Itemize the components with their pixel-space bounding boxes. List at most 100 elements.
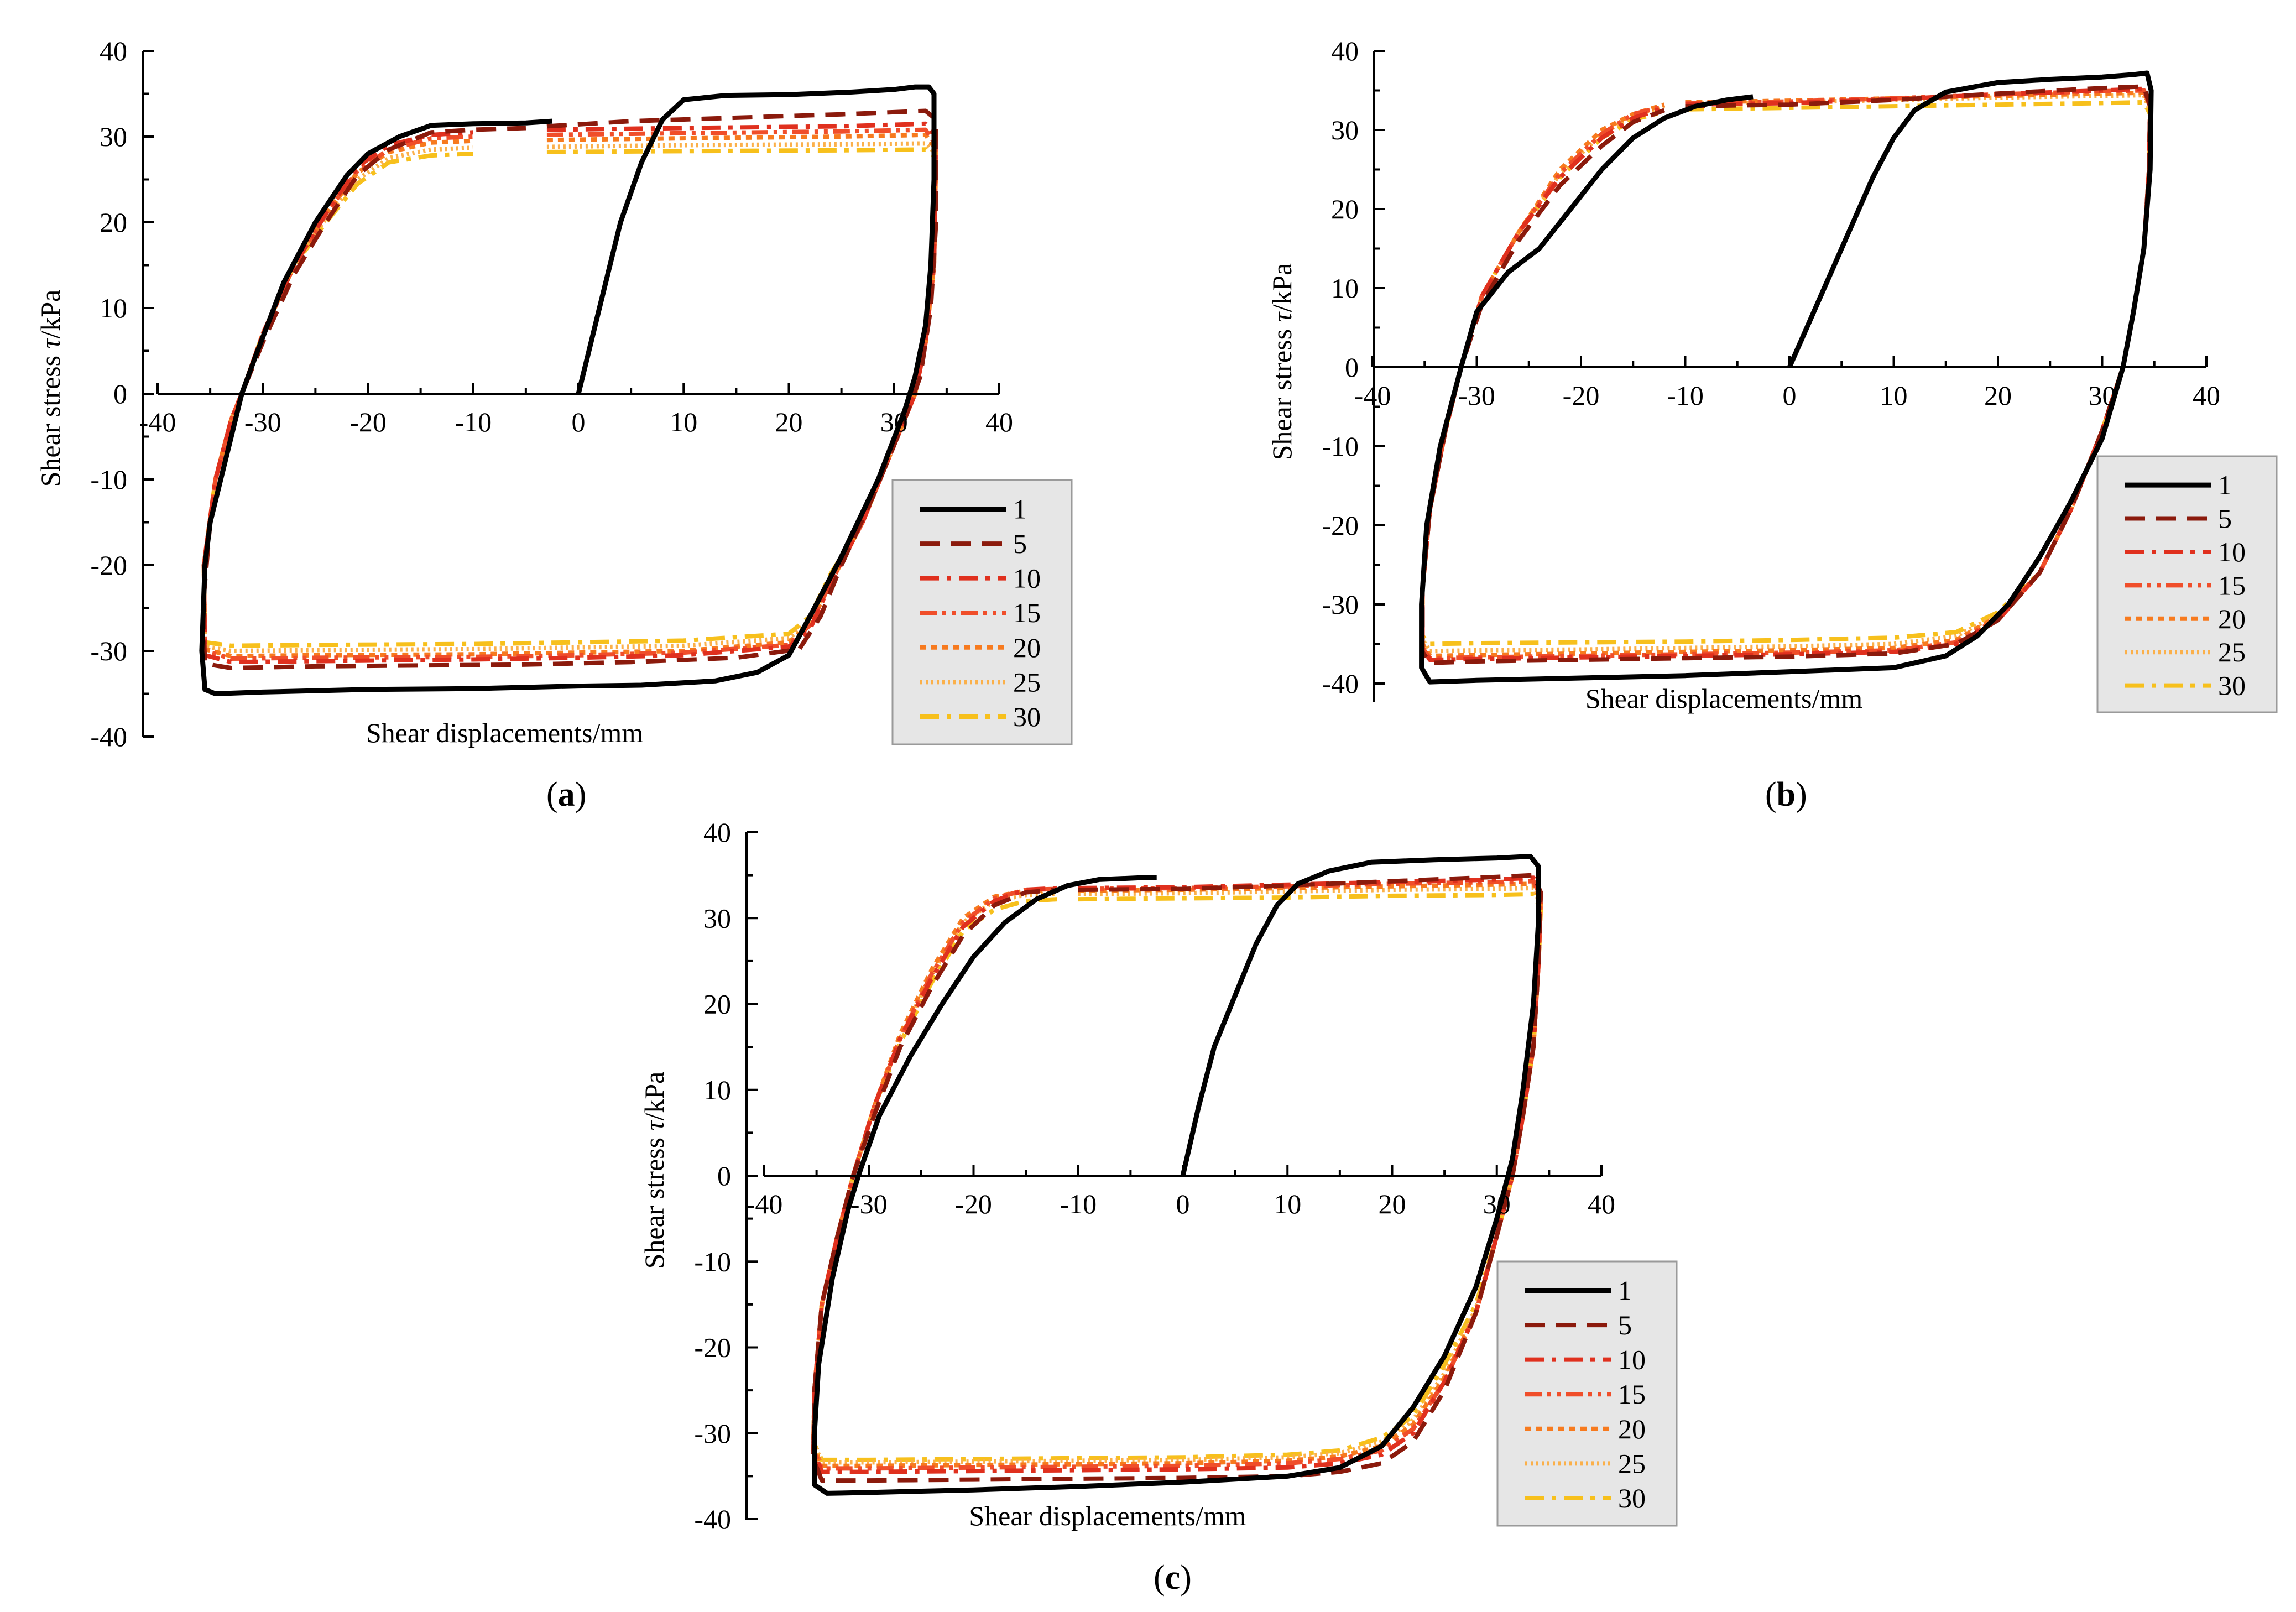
y-tick-label: -20 <box>1322 510 1359 541</box>
y-tick-label: -30 <box>694 1418 731 1449</box>
x-tick-label: 40 <box>2193 380 2220 411</box>
axes: -40 -30 -20 -10 0 10 20 30 40 -40 -30 -20 -10 0 10 20 30… <box>90 35 1013 752</box>
panel-caption: (a) <box>546 776 586 813</box>
y-tick-label: -20 <box>694 1332 731 1363</box>
y-tick-label: -10 <box>1322 431 1359 462</box>
legend-label-1: 1 <box>1618 1275 1632 1306</box>
series-group <box>811 854 1543 1496</box>
y-tick-label: 40 <box>1331 35 1359 66</box>
y-axis-title: Shear stress τ/kPa <box>35 290 66 487</box>
y-tick-label: -40 <box>1322 668 1359 699</box>
x-tick-label: 40 <box>1588 1188 1615 1219</box>
legend-label-15: 15 <box>1013 597 1041 628</box>
x-tick-label: 10 <box>1880 380 1908 411</box>
series-line-20 <box>201 132 938 659</box>
x-tick-label: 10 <box>1274 1188 1301 1219</box>
y-tick-label: -10 <box>694 1246 731 1277</box>
legend-box <box>891 479 1073 745</box>
y-axis-title: Shear stress τ/kPa <box>639 1072 670 1269</box>
x-tick-label: 20 <box>775 406 803 437</box>
legend-label-1: 1 <box>2218 469 2232 500</box>
y-axis-title: Shear stress τ/kPa <box>1266 263 1297 461</box>
series-line-25 <box>201 141 938 653</box>
axes: -40 -30 -20 -10 0 10 20 30 40 -40 -30 -20 -10 0 10 20 30… <box>694 817 1615 1535</box>
y-tick-label: -10 <box>90 464 127 495</box>
x-tick-label: 40 <box>985 406 1013 437</box>
series-line-30 <box>1420 100 2153 646</box>
y-tick-label: 20 <box>703 989 731 1020</box>
y-tick-label: 10 <box>100 293 127 324</box>
legend-label-5: 5 <box>1618 1310 1632 1340</box>
legend-label-10: 10 <box>1013 563 1041 594</box>
x-tick-label: 10 <box>670 406 697 437</box>
x-axis-title: Shear displacements/mm <box>1585 683 1862 714</box>
x-tick-label: 0 <box>1176 1188 1190 1219</box>
legend-label-15: 15 <box>2218 570 2246 601</box>
legend-label-30: 30 <box>1618 1483 1646 1514</box>
legend-label-20: 20 <box>1618 1413 1646 1444</box>
series-line-1 <box>812 854 1541 1496</box>
panel-caption: (b) <box>1765 776 1807 813</box>
legend-label-20: 20 <box>2218 603 2246 634</box>
y-tick-label: 40 <box>100 35 127 66</box>
y-tick-label: 30 <box>1331 114 1359 145</box>
legend-label-10: 10 <box>2218 536 2246 567</box>
panel-b: -40 -30 -20 -10 0 10 20 30 40 -40 -30 -20 -10 0 10 20 30… <box>1266 35 2278 813</box>
y-tick-label: 0 <box>717 1160 731 1191</box>
y-tick-label: 20 <box>1331 194 1359 225</box>
y-tick-label: -20 <box>90 550 127 581</box>
series-group <box>199 84 938 696</box>
x-tick-label: 20 <box>1379 1188 1406 1219</box>
x-tick-label: -40 <box>746 1188 783 1219</box>
y-tick-label: -30 <box>90 635 127 666</box>
x-axis-title: Shear displacements/mm <box>366 717 643 748</box>
series-line-1 <box>1419 70 2154 685</box>
x-tick-label: -30 <box>1458 380 1495 411</box>
x-tick-label: -10 <box>1667 380 1704 411</box>
legend-label-5: 5 <box>1013 528 1027 559</box>
legend-label-30: 30 <box>1013 701 1041 732</box>
panel-c: -40 -30 -20 -10 0 10 20 30 40 -40 -30 -20 -10 0 10 20 30… <box>639 817 1678 1597</box>
x-tick-label: -30 <box>244 406 281 437</box>
x-tick-label: -20 <box>955 1188 992 1219</box>
y-tick-label: 0 <box>113 378 127 409</box>
y-tick-label: 0 <box>1345 352 1359 383</box>
legend-label-25: 25 <box>1618 1448 1646 1479</box>
x-tick-label: -20 <box>349 406 387 437</box>
x-tick-label: -40 <box>139 406 176 437</box>
y-tick-label: 10 <box>1331 273 1359 304</box>
x-tick-label: 30 <box>1483 1188 1511 1219</box>
x-tick-label: -20 <box>1563 380 1600 411</box>
y-tick-label: -30 <box>1322 589 1359 620</box>
legend-box <box>2096 455 2278 713</box>
legend-label-15: 15 <box>1618 1379 1646 1410</box>
legend-label-10: 10 <box>1618 1344 1646 1375</box>
x-tick-label: -10 <box>1060 1188 1097 1219</box>
y-tick-label: 10 <box>703 1074 731 1105</box>
x-tick-label: 20 <box>1984 380 2012 411</box>
series-line-5 <box>200 108 938 670</box>
series-group <box>1419 70 2154 685</box>
y-tick-label: -40 <box>694 1504 731 1535</box>
series-line-5 <box>1420 84 2153 665</box>
series-line-1 <box>199 84 937 696</box>
x-tick-label: 30 <box>2089 380 2116 411</box>
legend-label-25: 25 <box>1013 666 1041 697</box>
y-tick-label: 20 <box>100 207 127 238</box>
panel-caption: (c) <box>1154 1559 1192 1597</box>
x-tick-label: -40 <box>1354 380 1391 411</box>
x-tick-label: 0 <box>572 406 586 437</box>
panel-a: -40 -30 -20 -10 0 10 20 30 40 -40 -30 -20 -10 0 10 20 30… <box>35 35 1073 813</box>
y-tick-label: -40 <box>90 721 127 752</box>
x-tick-label: 30 <box>880 406 908 437</box>
legend-box <box>1496 1260 1678 1527</box>
legend-label-25: 25 <box>2218 637 2246 667</box>
y-tick-label: 40 <box>703 817 731 848</box>
legend-label-1: 1 <box>1013 494 1027 525</box>
axes: -40 -30 -20 -10 0 10 20 30 40 -40 -30 -20 -10 0 10 20 30… <box>1322 35 2220 702</box>
x-tick-label: 0 <box>1783 380 1797 411</box>
